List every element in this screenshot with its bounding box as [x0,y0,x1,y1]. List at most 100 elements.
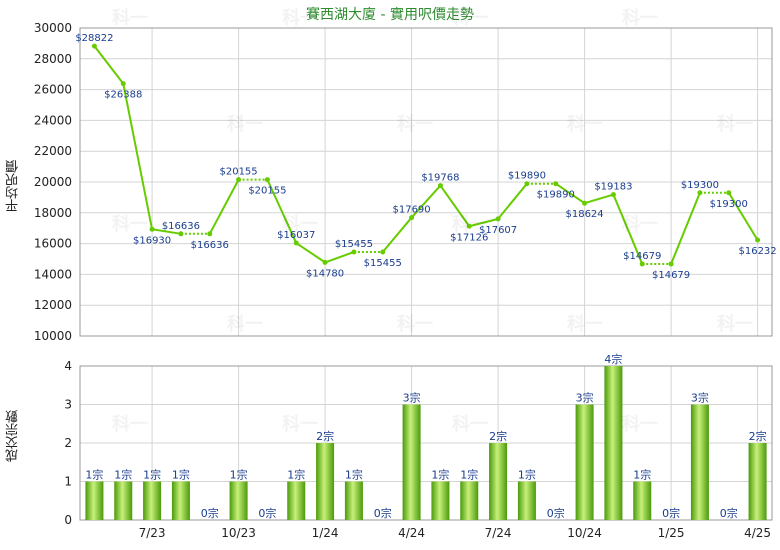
price-data-label-6: $20155 [248,186,286,197]
count-bar-3 [171,481,190,520]
price-data-label-4: $16636 [191,240,229,251]
price-line-segment-0 [93,45,125,85]
watermark-text-3: 科一 [622,7,658,29]
price-tick-label-0: 10000 [34,329,72,343]
price-point-12 [437,183,443,189]
count-bar-label-13: 1宗 [460,468,478,482]
price-point-22 [726,190,732,196]
watermark-text-14: 科一 [567,313,603,335]
price-data-label-7: $16037 [277,230,315,241]
count-bar-label-8: 2宗 [316,429,334,443]
price-point-3 [178,231,184,237]
count-bar-9 [344,481,363,520]
watermark-text-16: 科一 [112,413,148,435]
price-point-13 [466,223,472,229]
count-bar-18 [604,366,623,520]
price-data-label-19: $14679 [623,251,661,262]
price-line-segment-7 [295,242,326,264]
count-bar-8 [316,443,335,520]
watermark-text-7: 科一 [717,113,753,135]
price-tick-label-7: 24000 [34,113,72,127]
count-bar-1 [114,481,133,520]
count-bar-0 [85,481,104,520]
count-bar-label-10: 0宗 [374,506,392,520]
count-bar-label-21: 3宗 [691,391,709,405]
watermark-text-1: 科一 [282,7,318,29]
count-bar-label-5: 1宗 [230,468,248,482]
price-point-0 [91,43,97,49]
price-point-10 [380,249,386,255]
count-bar-label-17: 3宗 [576,391,594,405]
count-bar-19 [633,481,652,520]
count-tick-label-1: 1 [64,475,72,489]
count-bar-label-12: 1宗 [431,468,449,482]
price-data-label-3: $16636 [162,221,200,232]
count-bar-label-0: 1宗 [85,468,103,482]
price-data-label-21: $19300 [681,180,719,191]
price-point-23 [755,237,761,243]
price-tick-label-5: 20000 [34,175,72,189]
price-data-label-23: $16232 [738,246,776,257]
count-bar-21 [690,404,709,520]
price-data-label-9: $15455 [335,239,373,250]
price-point-4 [207,231,213,237]
price-line-segment-1 [122,83,154,230]
count-bar-5 [229,481,248,520]
price-tick-label-4: 18000 [34,206,72,220]
count-bar-label-11: 3宗 [403,391,421,405]
price-data-label-8: $14780 [306,268,344,279]
watermark-text-5: 科一 [397,113,433,135]
count-bar-12 [431,481,450,520]
count-bar-label-20: 0宗 [662,506,680,520]
price-data-label-1: $26388 [104,90,142,101]
count-bar-14 [489,443,508,520]
price-tick-label-2: 14000 [34,267,72,281]
count-bar-17 [575,404,594,520]
count-bar-label-6: 0宗 [258,506,276,520]
price-point-1 [120,81,126,87]
count-bar-label-7: 1宗 [287,468,305,482]
chart-title: 賽西湖大廈 - 實用呎價走勢 [306,7,474,23]
x-tick-label-5: 10/24 [567,526,602,540]
price-point-20 [668,261,674,267]
count-tick-label-3: 3 [64,398,72,412]
price-data-label-18: $19183 [594,182,632,193]
x-tick-label-2: 1/24 [312,526,339,540]
price-data-label-17: $18624 [565,209,603,220]
count-bar-label-1: 1宗 [114,468,132,482]
count-tick-label-0: 0 [64,513,72,527]
watermark-text-9: 科一 [282,213,318,235]
watermark-text-19: 科一 [622,413,658,435]
price-data-label-13: $17126 [450,232,488,243]
x-tick-label-0: 7/23 [139,526,166,540]
price-data-label-2: $16930 [133,235,171,246]
price-tick-label-10: 30000 [34,21,72,35]
price-point-14 [495,216,501,222]
price-data-label-10: $15455 [364,258,402,269]
watermark-text-18: 科一 [452,413,488,435]
x-tick-label-6: 1/25 [658,526,685,540]
price-data-label-22: $19300 [710,199,748,210]
count-bar-2 [143,481,162,520]
count-bar-13 [460,481,479,520]
price-line-segment-18 [612,194,644,265]
price-point-17 [582,200,588,206]
count-bar-label-4: 0宗 [201,506,219,520]
price-line-segment-13 [469,217,499,228]
watermark-text-8: 科一 [112,213,148,235]
count-bar-7 [287,481,306,520]
watermark-text-15: 科一 [717,313,753,335]
watermark-text-11: 科一 [622,213,658,235]
price-line-segment-20 [670,192,701,265]
price-line-segment-16 [555,182,586,205]
count-bar-label-9: 1宗 [345,468,363,482]
price-line-segment-12 [439,184,471,227]
price-line-segment-10 [381,216,413,253]
price-tick-label-1: 12000 [34,298,72,312]
price-data-label-14: $17607 [479,225,517,236]
x-tick-label-1: 10/23 [221,526,256,540]
price-line-segment-8 [324,251,355,264]
price-tick-label-6: 22000 [34,144,72,158]
count-bar-label-19: 1宗 [633,468,651,482]
watermark-text-4: 科一 [227,113,263,135]
